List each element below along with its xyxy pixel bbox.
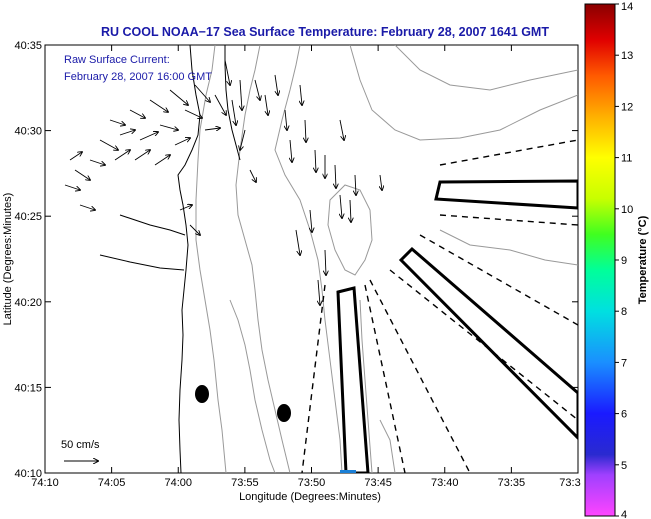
x-tick-label: 73:35	[498, 477, 526, 489]
x-tick-label: 74:00	[164, 477, 192, 489]
colorbar-tick-label: 5	[621, 460, 627, 472]
legend-line-2: February 28, 2007 16:00 GMT	[64, 71, 212, 83]
colorbar-label: Temperature (°C)	[637, 215, 649, 304]
y-tick-label: 40:20	[14, 297, 42, 309]
colorbar-tick-label: 7	[621, 357, 627, 369]
y-tick-label: 40:30	[14, 126, 42, 138]
x-tick-label: 73:50	[298, 477, 326, 489]
colorbar-tick-label: 11	[621, 153, 632, 165]
legend-line-1: Raw Surface Current:	[64, 54, 170, 66]
x-tick-label: 73:40	[431, 477, 459, 489]
x-tick-label: 73:45	[364, 477, 392, 489]
coastline	[99, 45, 241, 473]
figure-title: RU COOL NOAA−17 Sea Surface Temperature:…	[101, 25, 549, 39]
y-tick-label: 40:35	[14, 40, 42, 52]
x-axis-ticks: 74:10 74:05 74:00 73:55 73:50 73:45 73:40 73:35…	[31, 45, 581, 489]
station-marker-2	[277, 404, 291, 422]
y-axis-label: Latitude (Degrees:Minutes)	[2, 193, 14, 326]
colorbar-tick-label: 8	[621, 306, 627, 318]
y-axis-ticks: 40:35 40:30 40:25 40:20 40:15 40:10	[14, 40, 578, 480]
x-tick-label: 73:55	[231, 477, 259, 489]
y-tick-label: 40:25	[14, 211, 42, 223]
x-axis-label: Longitude (Degrees:Minutes)	[239, 491, 381, 503]
colorbar-ticks: 14 13 12 11 10 9 8 7 6 5 4	[615, 1, 633, 519]
map-contents	[64, 45, 578, 473]
blue-marker	[340, 470, 356, 473]
x-tick-label: 74:05	[98, 477, 126, 489]
x-tick-label: 74:10	[31, 477, 59, 489]
colorbar-tick-label: 4	[621, 509, 627, 519]
x-tick-label: 73:3	[559, 477, 580, 489]
colorbar-tick-label: 10	[621, 204, 633, 216]
colorbar-tick-label: 12	[621, 101, 633, 113]
colorbar-tick-label: 13	[621, 50, 633, 62]
map-frame	[44, 44, 579, 474]
colorbar-tick-label: 9	[621, 255, 627, 267]
surface-current-vectors	[64, 59, 382, 305]
colorbar-tick-label: 6	[621, 409, 627, 421]
station-marker-1	[195, 385, 209, 403]
hf-radar-dashed-lines	[301, 139, 578, 473]
scale-label: 50 cm/s	[61, 439, 100, 451]
sampling-polygons	[336, 179, 578, 473]
y-tick-label: 40:10	[14, 468, 42, 480]
temperature-colorbar	[584, 3, 616, 517]
y-tick-label: 40:15	[14, 382, 42, 394]
colorbar-tick-label: 14	[621, 1, 633, 13]
